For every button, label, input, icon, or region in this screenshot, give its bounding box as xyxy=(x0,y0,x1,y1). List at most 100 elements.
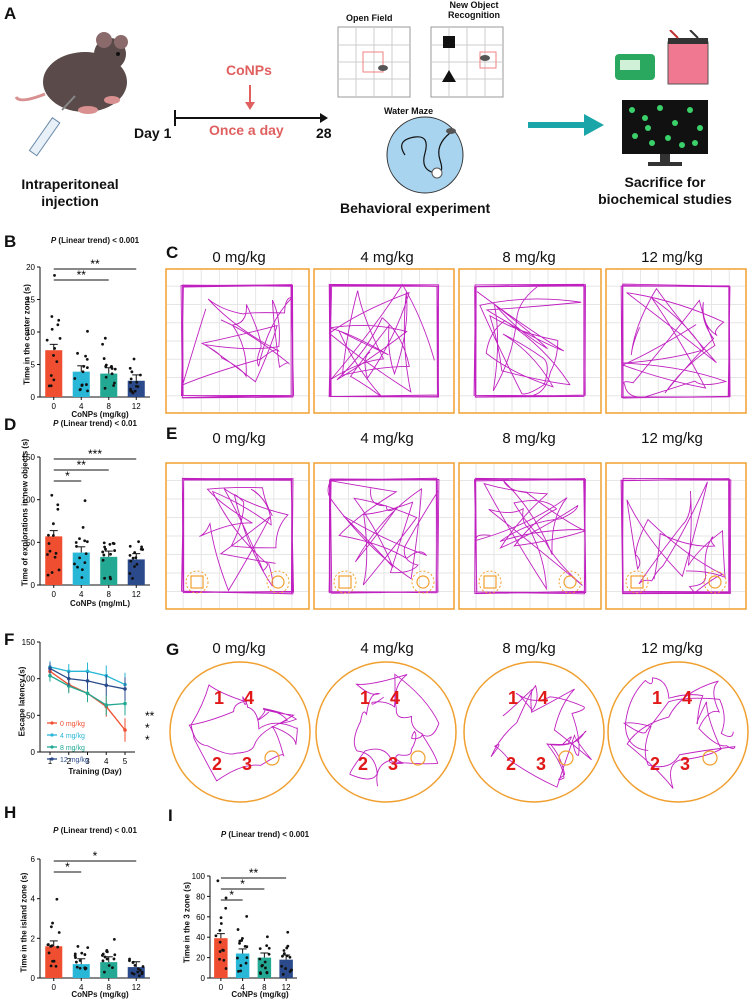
object-zone xyxy=(185,570,209,594)
bar-4 xyxy=(72,964,90,978)
y-tick-label: 100 xyxy=(192,872,206,881)
data-point xyxy=(241,936,244,940)
data-point xyxy=(224,896,228,900)
data-point xyxy=(129,381,132,384)
chart-h: 0 2 4 6 0 4 8 12 * * xyxy=(31,849,150,990)
data-point xyxy=(47,533,50,537)
x-tick-label: 2 xyxy=(67,757,72,766)
object-zone xyxy=(333,570,357,594)
bar-8 xyxy=(100,962,118,978)
data-point xyxy=(80,384,84,387)
x-tick-label: 12 xyxy=(132,402,141,410)
series-point xyxy=(66,676,71,681)
e-dose-8: 8 mg/kg xyxy=(502,430,556,447)
data-point xyxy=(265,971,269,975)
x-tick-label: 4 xyxy=(104,757,109,766)
series-point xyxy=(123,687,127,691)
data-point xyxy=(140,545,144,549)
x-tick-label: 12 xyxy=(282,983,291,990)
data-point xyxy=(135,380,139,384)
sig-label: * xyxy=(145,733,150,747)
y-tick-label: 10 xyxy=(26,328,35,337)
data-point xyxy=(140,972,144,976)
data-point xyxy=(84,966,88,970)
data-point xyxy=(57,318,61,322)
data-point xyxy=(224,967,228,970)
data-point xyxy=(52,959,56,963)
data-point xyxy=(109,365,113,369)
data-point xyxy=(74,956,77,960)
injection-label: Intraperitoneal injection xyxy=(21,176,119,209)
data-point xyxy=(102,541,106,545)
data-point xyxy=(104,364,108,368)
data-point xyxy=(46,553,49,556)
data-point xyxy=(218,940,222,944)
series-point xyxy=(123,701,127,706)
c-arena-4 xyxy=(313,268,455,414)
track-path xyxy=(474,477,587,595)
data-point xyxy=(133,963,137,967)
panel-label-c: C xyxy=(166,243,179,262)
chart-b-title: P (Linear trend) < 0.001 xyxy=(50,236,140,245)
data-point xyxy=(263,960,267,964)
data-point xyxy=(84,552,88,556)
y-tick-label: 40 xyxy=(196,933,205,942)
data-point xyxy=(50,327,54,331)
data-point xyxy=(239,964,243,967)
platform xyxy=(410,750,426,766)
data-point xyxy=(101,342,104,346)
data-point xyxy=(113,381,116,385)
data-point xyxy=(105,949,109,952)
quadrant-number: 4 xyxy=(244,688,254,708)
quadrant-number: 2 xyxy=(650,754,660,774)
x-tick-label: 0 xyxy=(52,402,57,410)
data-point xyxy=(107,964,111,967)
sig-label: ** xyxy=(77,268,87,282)
x-tick-label: 8 xyxy=(107,402,112,410)
c-dose-4: 4 mg/kg xyxy=(360,249,414,266)
data-point xyxy=(56,503,60,507)
series-point xyxy=(85,679,90,683)
series-point xyxy=(104,683,109,688)
chart-f-xlabel: Training (Day) xyxy=(68,767,122,776)
quadrant-number: 4 xyxy=(682,688,692,708)
data-point xyxy=(214,934,218,938)
chart-d-title: P (Linear trend) < 0.01 xyxy=(53,419,137,428)
x-tick-label: 8 xyxy=(107,983,112,990)
series-point xyxy=(85,691,90,696)
legend-label: 8 mg/kg xyxy=(60,745,85,752)
data-point xyxy=(104,375,108,379)
series-point xyxy=(104,703,109,707)
chart-b-xlabel: CoNPs (mg/kg) xyxy=(71,410,129,419)
bar-0 xyxy=(45,350,63,397)
data-point xyxy=(46,943,50,946)
x-tick-label: 4 xyxy=(240,983,245,990)
data-point xyxy=(85,540,89,544)
day-end-label: 28 xyxy=(316,125,332,141)
data-point xyxy=(56,323,60,327)
quadrant-number: 1 xyxy=(508,688,518,708)
pool-outline xyxy=(463,661,605,803)
sig-label: * xyxy=(65,469,70,483)
x-tick-label: 8 xyxy=(262,983,267,990)
data-point xyxy=(128,366,132,370)
x-tick-label: 4 xyxy=(79,590,84,599)
e-dose-4: 4 mg/kg xyxy=(360,430,414,447)
data-point xyxy=(137,974,141,978)
g-dose-0: 0 mg/kg xyxy=(212,640,266,657)
c-dose-8: 8 mg/kg xyxy=(502,249,556,266)
data-point xyxy=(51,534,55,537)
data-point xyxy=(111,966,114,970)
data-point xyxy=(74,960,78,964)
data-point xyxy=(55,897,59,901)
data-point xyxy=(238,941,241,945)
track-path xyxy=(473,283,586,398)
data-point xyxy=(285,954,289,958)
quadrant-number: 2 xyxy=(506,754,516,774)
nor-label: New Object Recognition xyxy=(448,0,500,20)
x-tick-label: 4 xyxy=(79,983,84,990)
c-dose-12: 12 mg/kg xyxy=(641,249,703,266)
swim-path xyxy=(188,684,298,782)
data-point xyxy=(282,949,286,952)
data-point xyxy=(238,939,242,943)
